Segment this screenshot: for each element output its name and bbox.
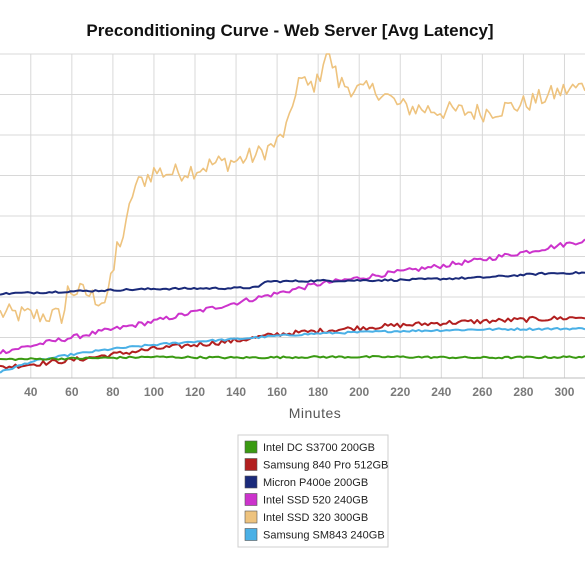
legend-swatch (244, 528, 258, 541)
x-tick-label: 120 (185, 385, 205, 399)
x-tick-label: 60 (65, 385, 79, 399)
series-line-5 (0, 327, 585, 374)
x-tick-label: 160 (267, 385, 287, 399)
x-tick-label: 40 (24, 385, 38, 399)
x-tick-label: 240 (431, 385, 451, 399)
x-tick-label: 140 (226, 385, 246, 399)
x-tick-label: 300 (554, 385, 574, 399)
x-axis-title: Minutes (289, 405, 342, 421)
grid (0, 53, 585, 379)
series-line-1 (0, 315, 585, 370)
legend-label: Intel SSD 520 240GB (263, 495, 368, 507)
legend-swatch (244, 510, 258, 524)
legend-box (237, 434, 389, 548)
legend-swatch (244, 440, 258, 454)
legend-label: Micron P400e 200GB (263, 477, 368, 489)
series-line-2 (0, 271, 585, 296)
series-line-0 (0, 355, 585, 361)
x-tick-label: 200 (349, 385, 369, 399)
legend-swatch (244, 493, 258, 506)
x-axis-ticks: 40 60 80 100 120 140 160 180 200 220 240 260 280 300 (24, 385, 575, 399)
x-tick-label: 260 (472, 385, 492, 399)
chart-title: Preconditioning Curve - Web Server [Avg … (86, 21, 493, 40)
series-line-4 (0, 53, 585, 324)
x-tick-label: 280 (513, 385, 533, 399)
legend-swatch (244, 475, 258, 489)
x-tick-label: 100 (144, 385, 164, 399)
legend: Intel DC S3700 200GB Samsung 840 Pro 512G… (237, 434, 389, 548)
x-tick-label: 220 (390, 385, 410, 399)
legend-swatch (244, 458, 258, 471)
x-tick-label: 180 (308, 385, 328, 399)
x-tick-label: 80 (106, 385, 120, 399)
legend-label: Intel SSD 320 300GB (263, 512, 368, 524)
legend-label: Intel DC S3700 200GB (263, 442, 375, 454)
series-line-3 (0, 238, 585, 355)
legend-label: Samsung 840 Pro 512GB (263, 460, 388, 472)
plot-series (0, 53, 585, 374)
legend-label: Samsung SM843 240GB (263, 530, 385, 542)
